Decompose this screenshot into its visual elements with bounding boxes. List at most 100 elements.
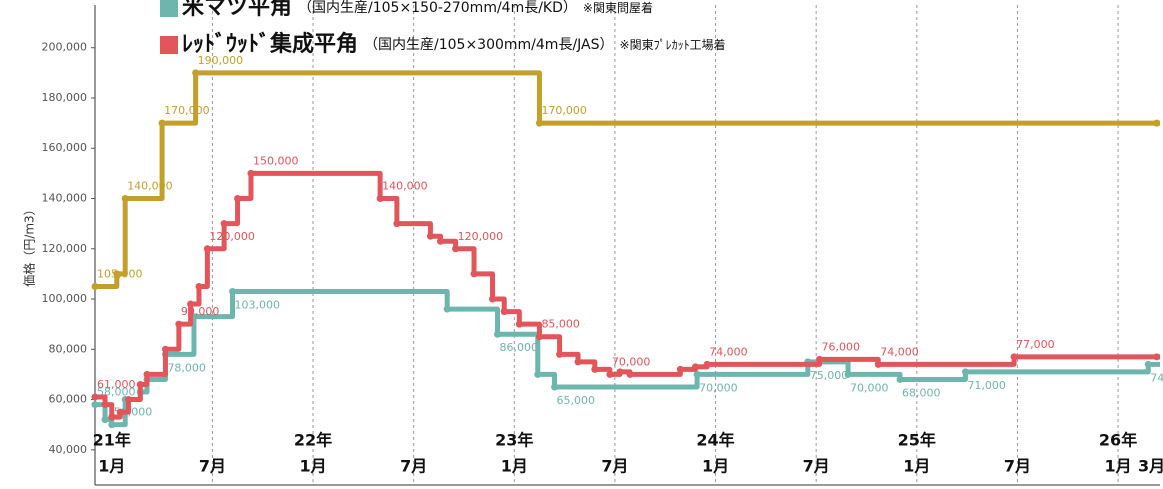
point <box>535 119 543 127</box>
x-tick-label: 1月 <box>1105 457 1132 476</box>
year-label: 26年 <box>1099 431 1137 450</box>
x-tick-label: 7月 <box>199 457 226 476</box>
point <box>203 245 211 253</box>
value-label: 76,000 <box>822 340 861 353</box>
y-tick-label: 60,000 <box>49 393 88 406</box>
point <box>515 320 523 328</box>
point <box>158 119 166 127</box>
point <box>91 393 99 401</box>
value-label: 74,000 <box>880 345 919 358</box>
value-label: 65,000 <box>557 394 596 407</box>
point <box>551 383 559 391</box>
legend-note: ※関東問屋着 <box>583 0 653 15</box>
series <box>91 169 1161 421</box>
point <box>961 368 969 376</box>
value-label: 120,000 <box>458 230 504 243</box>
point <box>1153 353 1161 361</box>
year-label: 23年 <box>495 431 533 450</box>
value-label: 70,000 <box>612 355 651 368</box>
point <box>121 195 129 203</box>
point <box>452 245 460 253</box>
value-label: 74,000 <box>709 345 748 358</box>
legend-text: ﾚｯﾄﾞｳｯﾄﾞ集成平角 （国内生産/105×300mm/4m長/JAS） ※関東ﾌ… <box>182 31 726 57</box>
x-tick-label: 3月 <box>1138 457 1163 476</box>
point <box>91 401 99 409</box>
value-label: 70,000 <box>699 381 738 394</box>
point <box>470 270 478 278</box>
value-label: 120,000 <box>209 230 255 243</box>
point <box>436 237 444 245</box>
value-label: 170,000 <box>164 104 210 117</box>
point <box>606 370 614 378</box>
y-tick-label: 120,000 <box>42 242 88 255</box>
point <box>626 370 634 378</box>
step-line <box>95 70 1160 289</box>
value-label: 170,000 <box>541 104 587 117</box>
value-label: 103,000 <box>235 298 281 311</box>
point <box>426 232 434 240</box>
point <box>494 330 502 338</box>
point <box>234 195 242 203</box>
x-tick-label: 1月 <box>98 457 125 476</box>
legend-detail: （国内生産/105×150-270mm/4m長/KD） <box>298 0 577 16</box>
value-label: 70,000 <box>850 381 889 394</box>
point <box>896 375 904 383</box>
year-label: 22年 <box>294 431 332 450</box>
x-tick-label: 7月 <box>1004 457 1031 476</box>
point <box>161 345 169 353</box>
series <box>91 69 1161 290</box>
value-label: 140,000 <box>382 180 428 193</box>
x-tick-label: 1月 <box>903 457 930 476</box>
y-tick-label: 160,000 <box>42 141 88 154</box>
point <box>247 169 255 177</box>
value-label: 90,000 <box>181 305 220 318</box>
legend-swatch <box>160 36 178 54</box>
point <box>443 305 451 313</box>
value-label: 75,000 <box>810 369 849 382</box>
value-label: 74,000 <box>1150 371 1163 384</box>
point <box>116 408 124 416</box>
point <box>816 355 824 363</box>
x-tick-label: 7月 <box>803 457 830 476</box>
y-axis-label: 価格（円/m3） <box>22 203 37 286</box>
point <box>192 69 200 77</box>
value-label: 68,000 <box>902 386 941 399</box>
value-label: 77,000 <box>1016 338 1055 351</box>
legend-text: 米マツ平角 （国内生産/105×150-270mm/4m長/KD） ※関東問屋着 <box>182 0 653 20</box>
point <box>393 220 401 228</box>
year-label: 24年 <box>696 431 734 450</box>
year-label: 25年 <box>898 431 936 450</box>
year-label: 21年 <box>93 431 131 450</box>
point <box>187 300 195 308</box>
value-label: 105,000 <box>97 267 143 280</box>
point <box>488 295 496 303</box>
value-label: 50,000 <box>114 406 153 419</box>
y-tick-label: 200,000 <box>42 41 88 54</box>
value-label: 190,000 <box>198 54 244 67</box>
value-label: 150,000 <box>253 154 299 167</box>
point <box>535 333 543 341</box>
value-label: 85,000 <box>541 318 580 331</box>
point <box>874 360 882 368</box>
point <box>113 270 121 278</box>
point <box>220 220 228 228</box>
point <box>691 363 699 371</box>
legend-swatch <box>160 0 178 17</box>
point <box>1010 353 1018 361</box>
point <box>1153 119 1161 127</box>
point <box>108 413 116 421</box>
legend-note: ※関東ﾌﾟﾚｶｯﾄ工場着 <box>620 37 726 52</box>
y-tick-label: 100,000 <box>42 292 88 305</box>
point <box>108 421 116 429</box>
point <box>101 416 109 424</box>
point <box>616 368 624 376</box>
point <box>556 350 564 358</box>
value-label: 71,000 <box>967 379 1006 392</box>
point <box>500 308 508 316</box>
point <box>175 320 183 328</box>
point <box>143 370 151 378</box>
y-tick-label: 140,000 <box>42 192 88 205</box>
y-tick-label: 80,000 <box>49 342 88 355</box>
point <box>1144 360 1152 368</box>
